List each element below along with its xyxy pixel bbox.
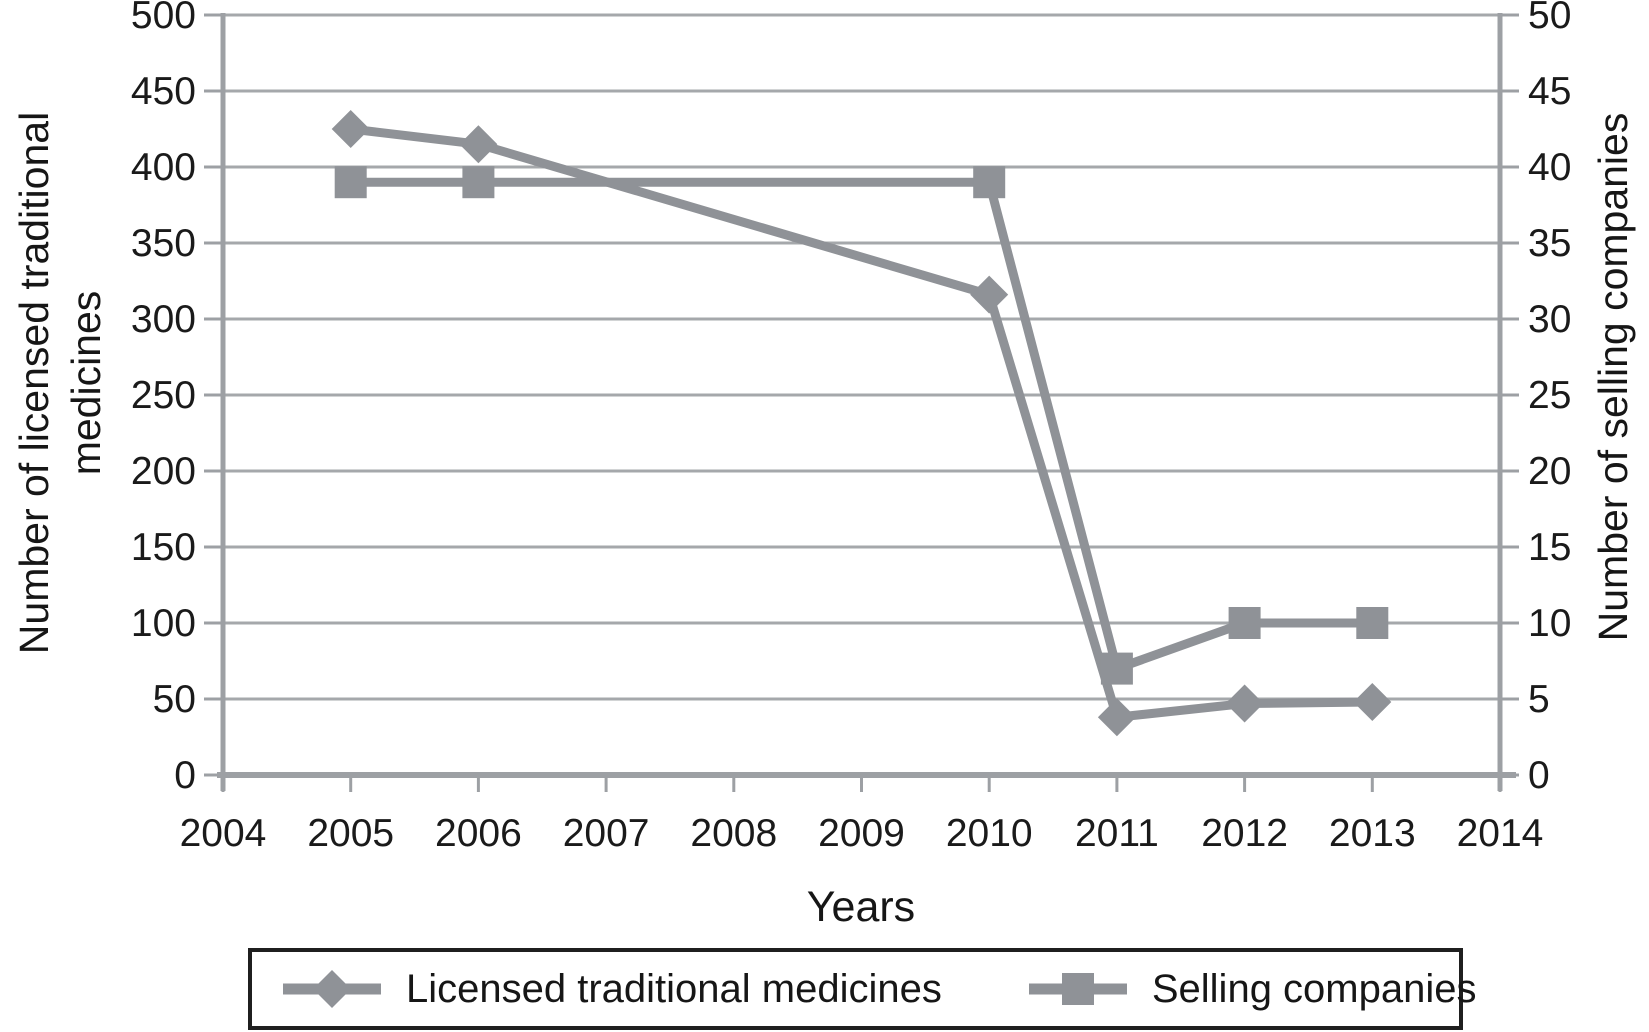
tick-label: 400: [131, 146, 196, 189]
tick-label: 50: [1528, 0, 1571, 37]
legend-label-selling-companies: Selling companies: [1151, 966, 1477, 1011]
tick-label: 5: [1528, 678, 1550, 721]
tick-label: 0: [1528, 754, 1550, 797]
axes: [220, 13, 1503, 791]
legend-item-selling-companies: Selling companies: [1026, 965, 1477, 1013]
legend: Licensed traditional medicines Selling c…: [248, 948, 1477, 1030]
diamond-data-point: [331, 110, 370, 148]
tick-label: 2006: [435, 812, 522, 855]
tick-label: 10: [1528, 602, 1571, 645]
x-axis-title: Years: [806, 883, 916, 931]
tick-label: 2014: [1457, 812, 1544, 855]
diamond-data-point: [1097, 698, 1136, 737]
tick-label: 35: [1528, 222, 1571, 265]
tick-label: 0: [174, 754, 196, 797]
legend-label-licensed-medicines: Licensed traditional medicines: [406, 966, 942, 1011]
tick-marks: [204, 13, 1519, 792]
tick-label: 250: [131, 374, 196, 417]
tick-label: 2013: [1329, 812, 1416, 855]
square-marker-icon: [1028, 973, 1127, 1005]
tick-label: 2005: [307, 812, 394, 855]
tick-label: 500: [131, 0, 196, 37]
diamond-marker-icon: [283, 970, 381, 1008]
tick-label: 200: [131, 450, 196, 493]
square-data-point: [1100, 652, 1133, 685]
square-data-point: [1228, 607, 1261, 639]
tick-label: 100: [131, 602, 196, 645]
series-selling-companies: [334, 166, 1389, 685]
tick-label: 20: [1528, 450, 1571, 493]
square-data-point: [1356, 607, 1389, 639]
tick-label: 2007: [563, 812, 650, 855]
tick-label: 2010: [946, 812, 1033, 855]
tick-label: 150: [131, 526, 196, 569]
tick-label: 450: [131, 70, 196, 113]
tick-label: 2008: [690, 812, 777, 855]
tick-label: 15: [1528, 526, 1571, 569]
square-data-point: [334, 166, 367, 199]
tick-label: 2009: [818, 812, 905, 855]
y-axis-title-left: Number of licensed traditional medicines: [8, 33, 112, 733]
tick-label: 2011: [1075, 812, 1159, 855]
gridlines: [217, 13, 1516, 778]
tick-label: 2012: [1201, 812, 1288, 855]
diamond-data-point: [459, 125, 498, 164]
series-licensed-medicines: [331, 110, 1392, 737]
diamond-data-point: [1353, 683, 1392, 722]
tick-labels: 0 50 100 150 200 250 300 350 400 450 500 0 5 10 15 20 25…: [131, 0, 1571, 855]
y-axis-title-left-line2: medicines: [63, 290, 109, 476]
tick-label: 45: [1528, 70, 1571, 113]
y-axis-title-right: Number of selling companies: [1590, 112, 1636, 642]
y-axis-title-left-line1: Number of licensed traditional: [11, 111, 57, 655]
tick-label: 50: [153, 678, 196, 721]
tick-label: 300: [131, 298, 196, 341]
tick-label: 25: [1528, 374, 1571, 417]
tick-label: 350: [131, 222, 196, 265]
square-data-point: [462, 166, 495, 199]
tick-label: 2004: [180, 812, 267, 855]
tick-label: 40: [1528, 146, 1571, 189]
diamond-data-point: [1225, 684, 1264, 723]
square-data-point: [973, 166, 1006, 199]
tick-label: 30: [1528, 298, 1571, 341]
diamond-data-point: [970, 275, 1009, 314]
legend-item-licensed-medicines: Licensed traditional medicines: [280, 965, 942, 1013]
